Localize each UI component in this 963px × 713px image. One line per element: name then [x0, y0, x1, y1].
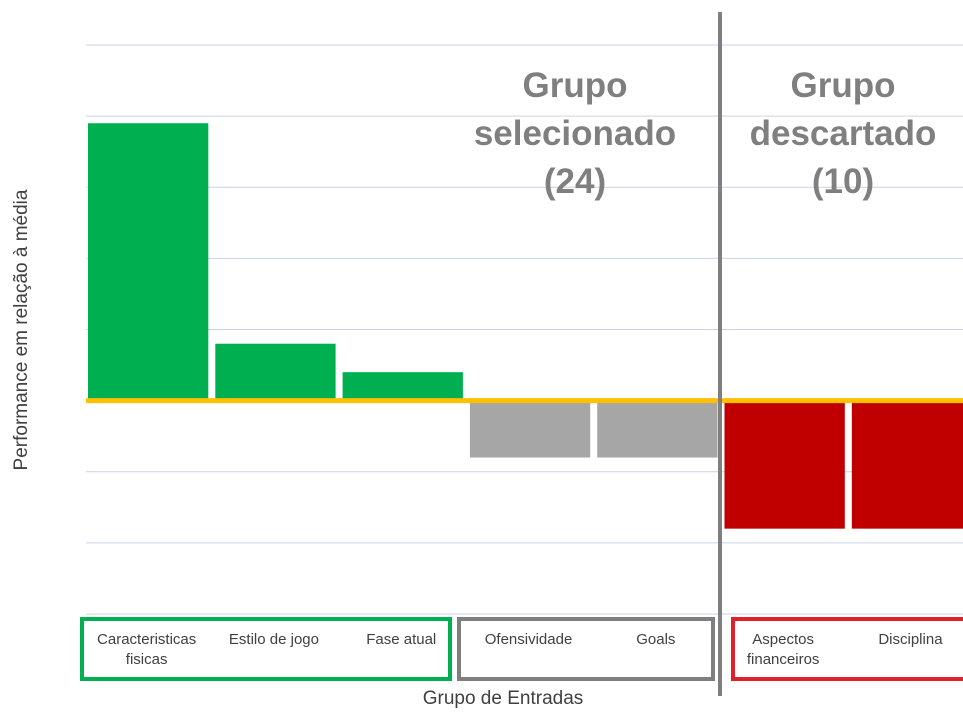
bar [342, 372, 463, 401]
x-tick-label: Fase atual [366, 631, 437, 648]
x-axis-label: Grupo de Entradas [422, 688, 584, 709]
bar [469, 400, 591, 458]
bar [215, 343, 336, 401]
bar [88, 123, 209, 401]
x-tick-label: Goals [636, 631, 676, 648]
annotation: Grupo selecionado (24) [473, 66, 677, 201]
bar [724, 400, 845, 529]
x-tick-label: Caracteristicas fisicas [97, 631, 197, 668]
y-axis-label: Performance em relação à média [11, 189, 32, 471]
bar [851, 400, 963, 529]
group-box [457, 617, 715, 681]
x-tick-label: Estilo de jogo [228, 631, 319, 648]
bar [597, 400, 718, 458]
group-box [80, 617, 452, 681]
annotation: Grupo descartado (10) [749, 66, 937, 201]
group-box [731, 617, 963, 681]
x-tick-label: Aspectos financeiros [746, 631, 820, 668]
x-tick-label: Disciplina [878, 631, 943, 648]
x-tick-label: Ofensividade [484, 631, 573, 648]
